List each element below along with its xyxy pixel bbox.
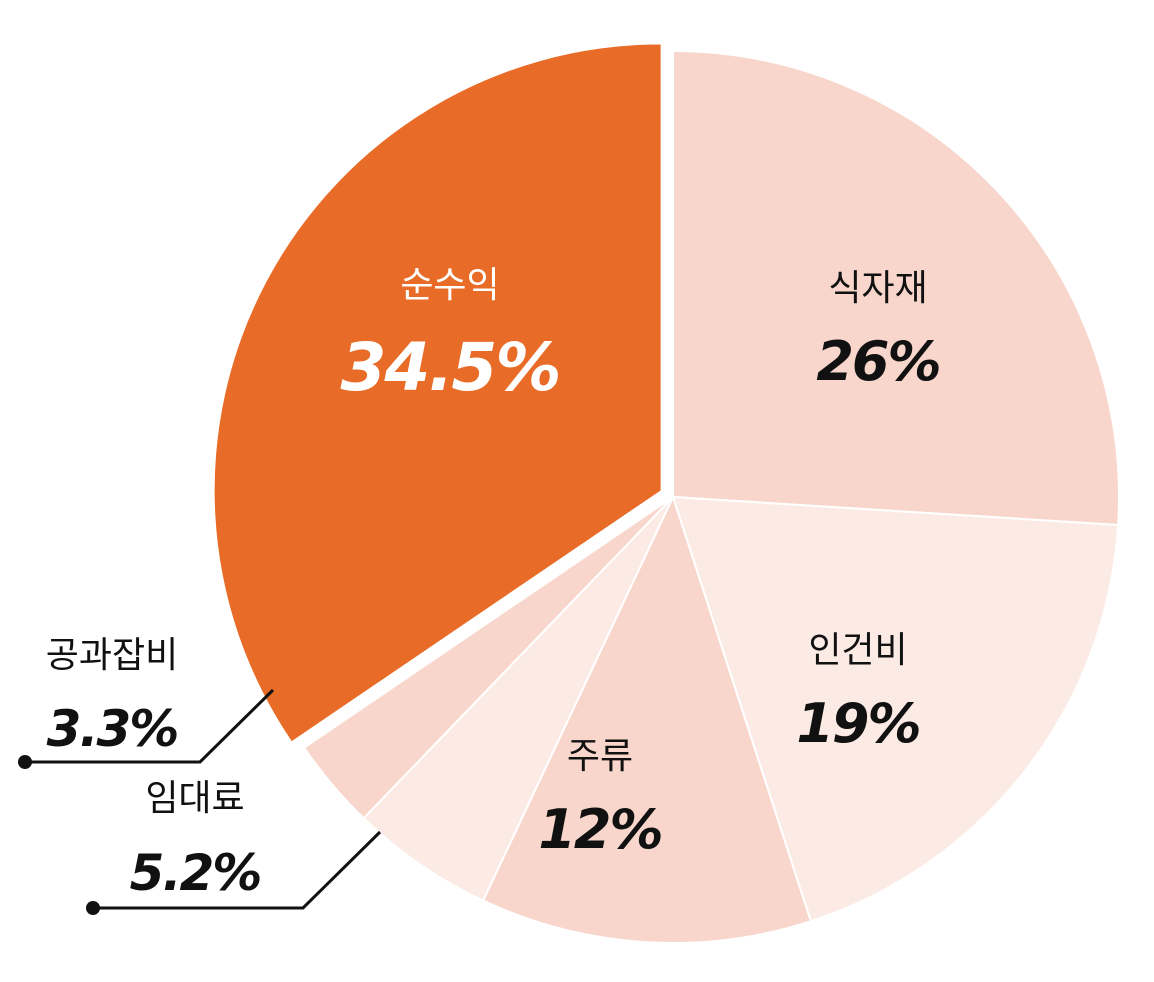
slice-label: 순수익 (400, 265, 499, 306)
slice-percent-label: 5.2% (130, 844, 261, 902)
pie-slice (214, 44, 661, 742)
pie-slice (362, 496, 674, 902)
pie-slice (671, 495, 1120, 923)
leader-line (93, 830, 382, 910)
slice-label: 주류 (567, 736, 633, 777)
slice-percent-label: 12% (538, 798, 661, 861)
slice-label: 공과잡비 (46, 635, 178, 676)
slice-percent-label: 19% (796, 692, 919, 755)
slice-percent-label: 26% (816, 330, 939, 393)
slice-label: 임대료 (145, 778, 244, 819)
slice-label: 식자재 (828, 268, 927, 309)
slice-label: 인건비 (808, 630, 907, 671)
leader-dot (86, 901, 100, 915)
leader-line (25, 688, 275, 764)
slice-percent-label: 3.3% (47, 700, 178, 758)
pie-slice (302, 496, 674, 820)
leader-dot (18, 755, 32, 769)
pie-slice (481, 494, 813, 944)
pie-slice (672, 49, 1120, 527)
slice-percent-label: 34.5% (341, 329, 560, 406)
